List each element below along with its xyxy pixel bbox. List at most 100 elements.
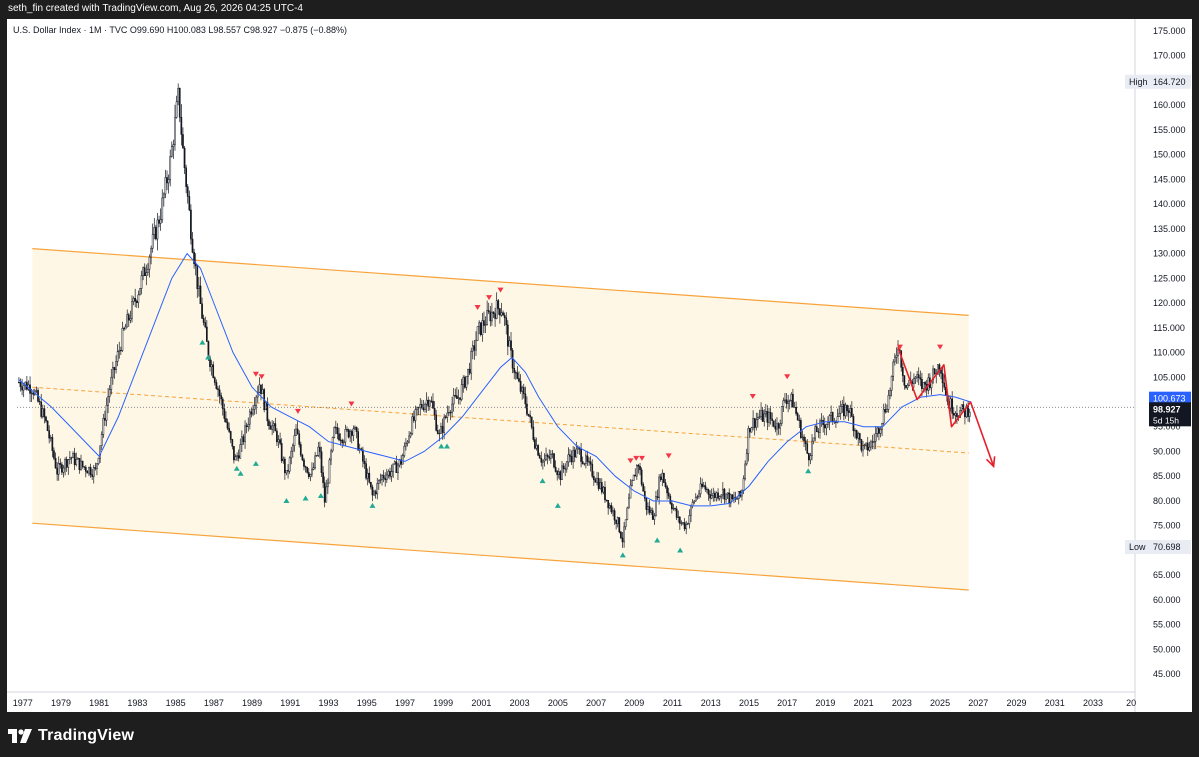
- candle-body: [723, 488, 726, 500]
- candle-body: [376, 483, 379, 495]
- candle-body: [481, 320, 484, 335]
- sell-marker: [638, 455, 645, 461]
- candle-body: [661, 472, 664, 480]
- candle-body: [420, 403, 423, 408]
- candle-body: [588, 461, 590, 463]
- candle-body: [236, 455, 238, 457]
- candle-body: [510, 340, 512, 351]
- candle-body: [317, 446, 320, 456]
- candle-body: [403, 445, 406, 457]
- candle-body: [604, 486, 606, 501]
- time-tick-label: 2025: [930, 698, 950, 708]
- time-tick-label: 1997: [395, 698, 415, 708]
- candle-body: [839, 406, 842, 414]
- time-tick-label: 2023: [892, 698, 912, 708]
- candle-body: [164, 177, 167, 195]
- candle-body: [720, 494, 723, 497]
- candle-body: [733, 497, 735, 500]
- candle-body: [728, 492, 731, 504]
- candle-body: [567, 454, 570, 463]
- candle-body: [817, 431, 820, 433]
- price-chart[interactable]: 175.000170.000165.000160.000155.000150.0…: [7, 19, 1192, 712]
- candle-body: [129, 318, 132, 321]
- candle-body: [416, 407, 418, 410]
- buy-marker: [444, 443, 450, 449]
- buy-marker: [252, 460, 259, 466]
- candle-body: [549, 454, 552, 459]
- time-tick-label: 2005: [548, 698, 568, 708]
- candle-body: [841, 403, 844, 407]
- candle-body: [650, 510, 653, 513]
- candle-body: [771, 418, 774, 421]
- candle-body: [215, 382, 218, 389]
- price-tick-label: 55.000: [1153, 620, 1181, 630]
- candle-body: [299, 444, 302, 456]
- channel-lower-line: [32, 522, 969, 591]
- candle-body: [637, 465, 640, 467]
- candle-body: [389, 471, 391, 477]
- candle-body: [615, 519, 617, 524]
- candle-body: [19, 382, 22, 388]
- candle-body: [59, 463, 62, 465]
- price-tick-label: 150.000: [1153, 150, 1186, 160]
- candle-body: [887, 395, 890, 410]
- candle-body: [365, 463, 367, 479]
- candle-body: [886, 409, 888, 413]
- candle-body: [916, 374, 918, 378]
- candle-body: [506, 324, 509, 347]
- candle-body: [815, 426, 818, 432]
- sell-marker: [474, 304, 481, 310]
- candle-body: [51, 437, 54, 451]
- candle-body: [846, 404, 848, 411]
- candle-body: [467, 368, 469, 377]
- candle-body: [291, 445, 294, 452]
- buy-marker: [317, 493, 324, 499]
- candle-body: [468, 368, 471, 374]
- symbol-legend[interactable]: U.S. Dollar Index · 1M · TVC O99.690 H10…: [13, 25, 348, 35]
- candle-body: [99, 445, 101, 459]
- candle-body: [503, 315, 506, 319]
- candle-body: [761, 410, 764, 422]
- candle-body: [801, 436, 804, 438]
- candle-body: [186, 186, 189, 197]
- candle-body: [779, 423, 782, 429]
- candle-body: [854, 430, 856, 432]
- candle-body: [175, 101, 178, 118]
- candle-body: [401, 455, 404, 465]
- candle-body: [218, 389, 221, 396]
- candle-body: [341, 439, 344, 444]
- candle-body: [537, 445, 539, 456]
- candle-body: [107, 396, 109, 406]
- candle-body: [532, 426, 535, 440]
- candle-body: [538, 454, 541, 459]
- candle-body: [264, 401, 267, 411]
- candle-body: [312, 467, 315, 470]
- candle-body: [553, 453, 555, 468]
- candle-body: [685, 524, 688, 530]
- candle-body: [456, 395, 458, 399]
- candle-body: [788, 400, 791, 402]
- chart-frame[interactable]: 175.000170.000165.000160.000155.000150.0…: [7, 19, 1192, 712]
- candle-body: [530, 416, 533, 428]
- candle-body: [772, 420, 775, 427]
- candle-body: [561, 465, 563, 480]
- candle-body: [932, 368, 934, 383]
- candle-body: [766, 411, 769, 423]
- candle-body: [61, 464, 63, 473]
- candle-body: [758, 416, 761, 418]
- candle-body: [702, 485, 705, 487]
- candle-body: [147, 268, 149, 273]
- time-tick-label: 1995: [357, 698, 377, 708]
- candle-body: [792, 393, 794, 408]
- candle-body: [22, 385, 25, 391]
- time-tick-label: 1987: [204, 698, 224, 708]
- time-tick-label: 1983: [127, 698, 147, 708]
- candle-body: [924, 382, 926, 385]
- candle-body: [814, 426, 817, 439]
- candle-body: [374, 491, 377, 495]
- candle-body: [903, 375, 906, 386]
- candle-body: [269, 425, 272, 430]
- candle-body: [516, 372, 519, 379]
- candle-body: [559, 471, 562, 480]
- candle-body: [683, 522, 686, 530]
